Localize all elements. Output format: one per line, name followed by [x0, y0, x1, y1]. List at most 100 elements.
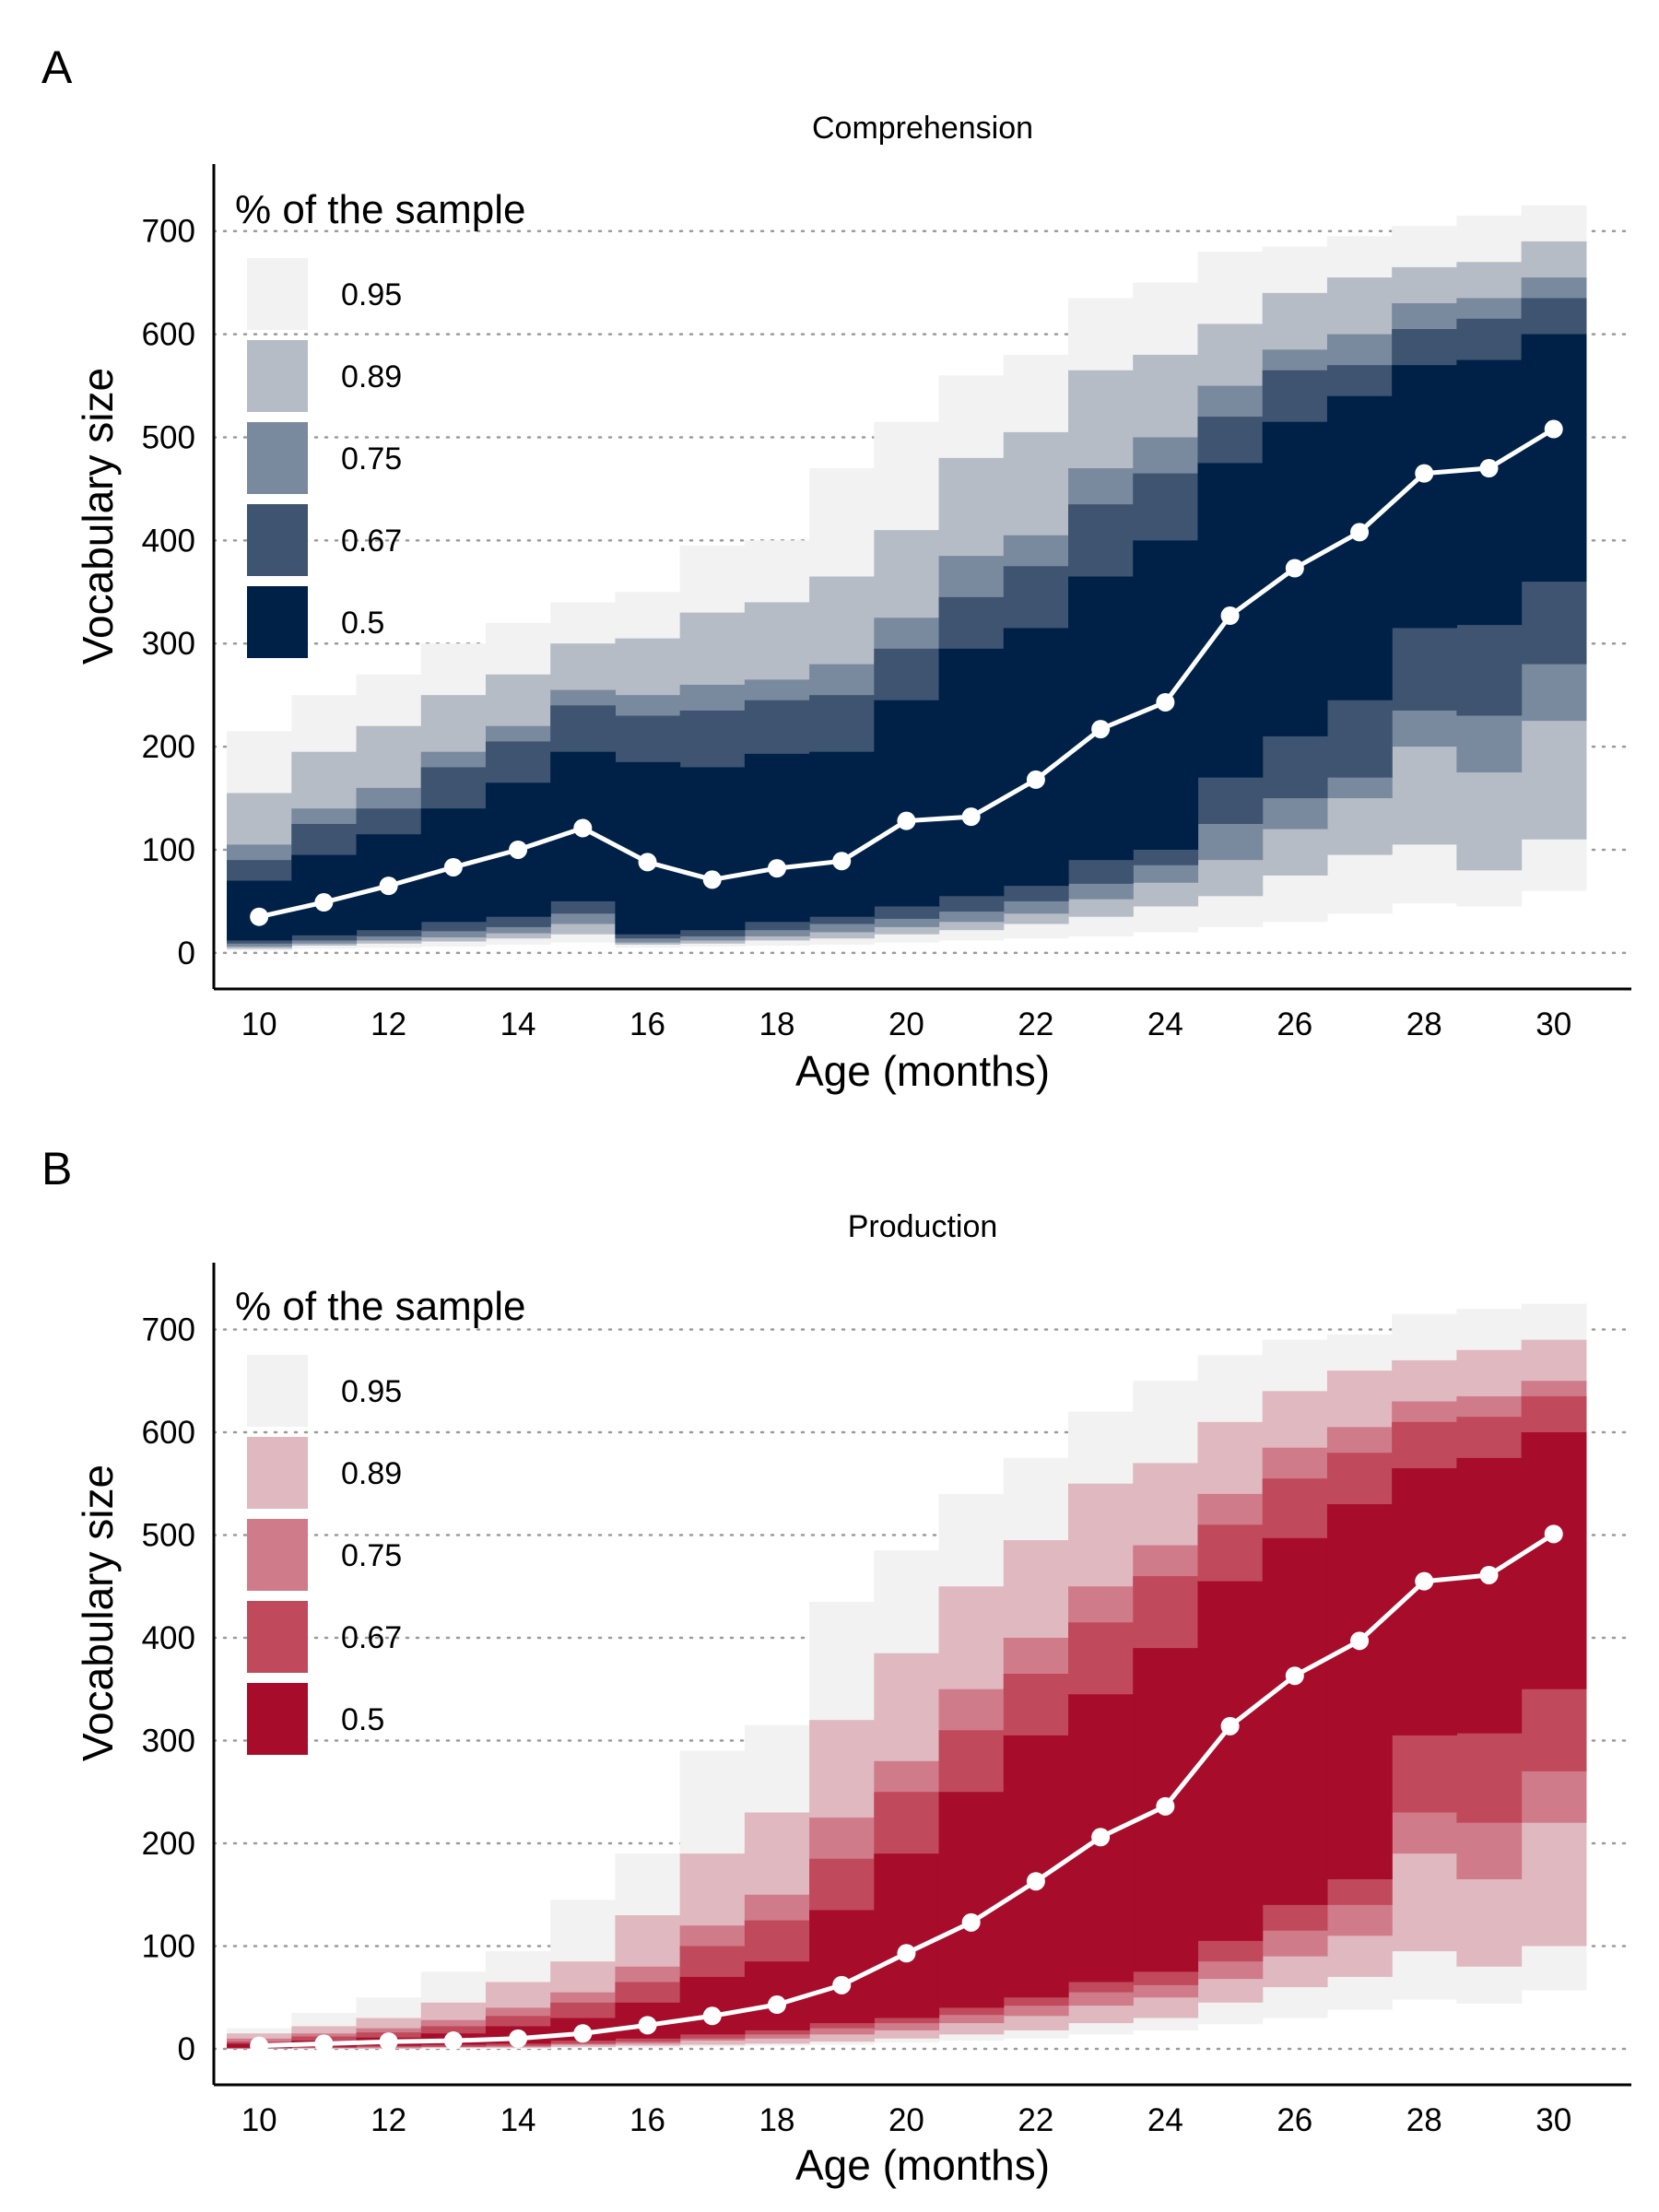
legend-key [247, 258, 308, 330]
median-point [1479, 1565, 1499, 1584]
interval-band-0-5 [1262, 421, 1328, 736]
interval-band-0-5 [679, 767, 746, 931]
median-point [314, 893, 334, 912]
legend-label: 0.75 [341, 1538, 402, 1573]
interval-band-0-5 [938, 1792, 1005, 2008]
x-tick-label: 14 [500, 1006, 536, 1042]
median-point [767, 859, 786, 878]
interval-band-0-5 [1521, 1431, 1587, 1689]
x-tick-label: 20 [888, 1006, 924, 1042]
median-point [443, 857, 463, 877]
median-point [1220, 1716, 1240, 1735]
x-tick-label: 24 [1147, 2102, 1183, 2138]
median-series [250, 419, 1563, 926]
median-series [250, 1524, 1563, 2055]
tick-labels: 0 100 200 300 400 500 600 700 10 12 14 16 18 20 22 24 26… [142, 214, 1572, 1042]
median-point [1544, 419, 1563, 439]
interval-band-0-5 [1456, 1457, 1523, 1734]
median-point [897, 811, 916, 830]
interval-band-0-5 [809, 1910, 875, 2024]
median-point [314, 2034, 334, 2053]
x-tick-label: 10 [241, 2102, 277, 2138]
median-point [961, 807, 981, 827]
median-point [509, 2029, 528, 2048]
legend-key [247, 586, 308, 658]
chart-title: Production [848, 1209, 998, 1244]
interval-band-0-5 [809, 751, 875, 917]
panel-a: A Comprehension 0 100 200 300 400 500 600 700 10… [41, 41, 1633, 1095]
y-tick-label: 300 [142, 1723, 195, 1759]
y-tick-label: 500 [142, 1517, 195, 1553]
interval-band-0-5 [874, 700, 940, 907]
interval-band-0-5 [1326, 1504, 1393, 1879]
median-point [1415, 464, 1434, 483]
legend-label: 0.95 [341, 1374, 402, 1409]
median-point [1156, 1796, 1175, 1816]
x-tick-label: 22 [1018, 2102, 1053, 2138]
x-tick-label: 20 [888, 2102, 924, 2138]
legend-key [247, 1437, 308, 1509]
chart-title: Comprehension [812, 111, 1033, 146]
x-axis-title: Age (months) [795, 1047, 1050, 1095]
x-tick-label: 28 [1406, 2102, 1442, 2138]
median-point [767, 1995, 786, 2015]
median-point [1285, 1666, 1304, 1686]
panel-b: B Production 0 100 200 300 400 500 600 700 10 12 1… [41, 1143, 1633, 2189]
median-point [443, 2031, 463, 2051]
median-point [1091, 1828, 1111, 1847]
median-point [250, 907, 269, 926]
interval-band-0-5 [1392, 365, 1457, 629]
median-point [379, 877, 398, 896]
median-point [1544, 1524, 1563, 1544]
median-point [1026, 1872, 1045, 1891]
legend-label: 0.67 [341, 524, 402, 559]
median-point [1091, 720, 1111, 739]
x-tick-label: 18 [759, 2102, 795, 2138]
y-tick-label: 0 [178, 2031, 195, 2067]
legend-label: 0.67 [341, 1620, 402, 1655]
x-tick-label: 28 [1406, 1006, 1442, 1042]
y-tick-label: 600 [142, 1415, 195, 1451]
legend-label: 0.5 [341, 1702, 384, 1737]
interval-band-0-5 [679, 1976, 746, 2035]
legend-key [247, 1519, 308, 1591]
axes [212, 164, 1631, 991]
tick-labels: 0 100 200 300 400 500 600 700 10 12 14 16 18 20 22 24 26… [142, 1312, 1572, 2138]
median-point [638, 2016, 657, 2035]
median-point [1156, 692, 1175, 712]
y-tick-label: 100 [142, 1928, 195, 1964]
interval-band-0-5 [874, 1853, 940, 2018]
y-tick-label: 500 [142, 419, 195, 455]
interval-band-0-5 [615, 761, 681, 935]
legend-label: 0.5 [341, 606, 384, 641]
legend-label: 0.95 [341, 277, 402, 312]
x-tick-label: 26 [1277, 2102, 1312, 2138]
legend-label: 0.75 [341, 441, 402, 477]
y-tick-label: 400 [142, 523, 195, 559]
median-point [573, 818, 593, 838]
legend-key [247, 422, 308, 494]
x-tick-label: 16 [629, 1006, 665, 1042]
median-point [250, 2036, 269, 2055]
y-tick-label: 200 [142, 1826, 195, 1862]
median-point [1350, 1631, 1370, 1651]
x-tick-label: 18 [759, 1006, 795, 1042]
y-tick-label: 700 [142, 214, 195, 250]
interval-band-0-5 [1003, 628, 1069, 887]
median-point [1285, 559, 1304, 578]
interval-bands [227, 1303, 1587, 2049]
x-axis-title: Age (months) [795, 2141, 1050, 2189]
interval-bands [227, 205, 1587, 951]
panel-letter: A [41, 41, 73, 93]
x-tick-label: 14 [500, 2102, 536, 2138]
y-tick-label: 0 [178, 935, 195, 971]
y-axis-title: Vocabulary size [74, 368, 122, 665]
x-tick-label: 26 [1277, 1006, 1312, 1042]
legend-key [247, 340, 308, 412]
legend-key [247, 504, 308, 576]
median-point [702, 870, 722, 889]
x-tick-label: 10 [241, 1006, 277, 1042]
x-tick-label: 30 [1535, 2102, 1571, 2138]
y-tick-label: 100 [142, 832, 195, 868]
y-axis-title: Vocabulary size [74, 1465, 122, 1761]
